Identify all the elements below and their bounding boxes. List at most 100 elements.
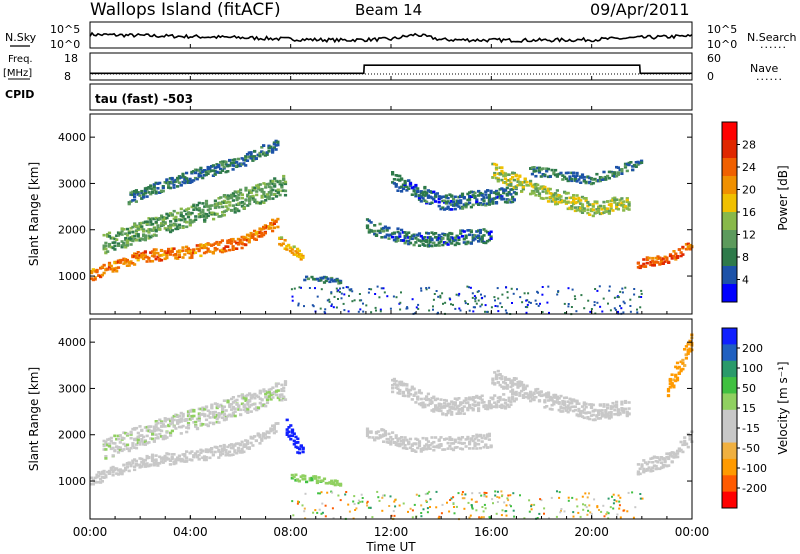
scatter-cell (220, 250, 224, 254)
scatter-cell (113, 449, 117, 452)
scatter-cell (494, 189, 499, 193)
scatter-cell (274, 422, 278, 425)
speckle-cell (474, 501, 477, 503)
scatter-cell (396, 236, 400, 240)
scatter-cell (142, 238, 146, 241)
speckle-cell (530, 505, 533, 508)
scatter-cell (163, 417, 167, 420)
scatter-cell (154, 220, 158, 224)
scatter-cell (417, 440, 422, 443)
scatter-cell (129, 436, 133, 440)
scatter-cell (190, 410, 194, 413)
scatter-cell (260, 190, 264, 193)
scatter-cell (421, 236, 425, 240)
scatter-cell (274, 382, 279, 386)
scatter-cell (226, 241, 230, 245)
scatter-cell (486, 407, 490, 411)
scatter-cell (246, 393, 250, 397)
scatter-cell (572, 194, 576, 197)
scatter-cell (598, 417, 602, 420)
scatter-cell (396, 444, 400, 447)
scatter-cell (615, 205, 619, 209)
scatter-cell (656, 257, 660, 261)
speckle-cell (437, 311, 439, 314)
speckle-cell (483, 503, 486, 506)
scatter-cell (233, 399, 237, 403)
scatter-cell (439, 235, 443, 239)
scatter-cell (260, 233, 264, 237)
scatter-cell (285, 433, 289, 436)
scatter-cell (496, 192, 500, 196)
scatter-cell (161, 185, 165, 188)
scatter-cell (667, 452, 671, 455)
scatter-cell (305, 275, 309, 279)
scatter-cell (330, 482, 334, 485)
scatter-cell (468, 201, 472, 205)
scatter-cell (337, 282, 341, 285)
scatter-cell (258, 235, 262, 238)
scatter-cell (412, 185, 416, 189)
scatter-cell (233, 190, 237, 193)
scatter-cell (441, 199, 445, 203)
speckle-cell (463, 497, 466, 500)
scatter-cell (276, 191, 280, 194)
scatter-cell (213, 199, 217, 203)
scatter-cell (278, 398, 282, 402)
scatter-cell (192, 179, 196, 182)
speckle-cell (560, 509, 562, 512)
scatter-cell (115, 234, 119, 237)
scatter-cell (505, 198, 509, 201)
scatter-cell (403, 179, 407, 183)
speckle-cell (452, 496, 455, 499)
scatter-cell (606, 415, 610, 418)
speckle-cell (482, 516, 485, 519)
speckle-cell (639, 493, 642, 495)
scatter-cell (405, 384, 409, 387)
scatter-cell (195, 208, 200, 211)
scatter-cell (172, 224, 176, 227)
scatter-cell (219, 444, 223, 448)
scatter-cell (260, 437, 264, 441)
scatter-cell (400, 178, 404, 181)
scatter-cell (147, 429, 151, 433)
scatter-cell (113, 442, 117, 445)
scatter-cell (642, 470, 646, 473)
scatter-cell (658, 467, 662, 471)
scatter-cell (423, 199, 427, 203)
scatter-cell (677, 371, 681, 375)
scatter-cell (616, 203, 620, 206)
scatter-cell (124, 258, 128, 261)
scatter-cell (451, 401, 456, 404)
scatter-cell (231, 396, 235, 399)
scatter-cell (462, 230, 466, 233)
scatter-cell (566, 191, 570, 195)
scatter-cell (190, 417, 194, 420)
speckle-cell (599, 305, 602, 308)
scatter-cell (674, 365, 678, 369)
scatter-cell (394, 386, 398, 389)
scatter-cell (507, 396, 511, 400)
scatter-cell (230, 414, 234, 418)
scatter-cell (593, 177, 597, 181)
scatter-cell (297, 447, 302, 451)
scatter-cell (237, 209, 241, 213)
scatter-cell (237, 190, 241, 193)
speckle-cell (623, 302, 626, 305)
scatter-cell (212, 211, 216, 215)
speckle-cell (461, 497, 464, 500)
scatter-cell (543, 173, 547, 177)
speckle-cell (449, 298, 452, 301)
scatter-cell (405, 388, 409, 392)
scatter-cell (314, 475, 318, 478)
scatter-cell (246, 204, 250, 207)
scatter-cell (222, 249, 226, 252)
scatter-cell (464, 236, 468, 240)
scatter-cell (280, 189, 284, 193)
scatter-cell (145, 255, 149, 259)
scatter-cell (521, 383, 525, 387)
speckle-cell (480, 516, 483, 519)
scatter-cell (221, 406, 225, 409)
scatter-cell (240, 402, 244, 406)
scatter-cell (611, 198, 615, 202)
scatter-cell (616, 408, 620, 411)
